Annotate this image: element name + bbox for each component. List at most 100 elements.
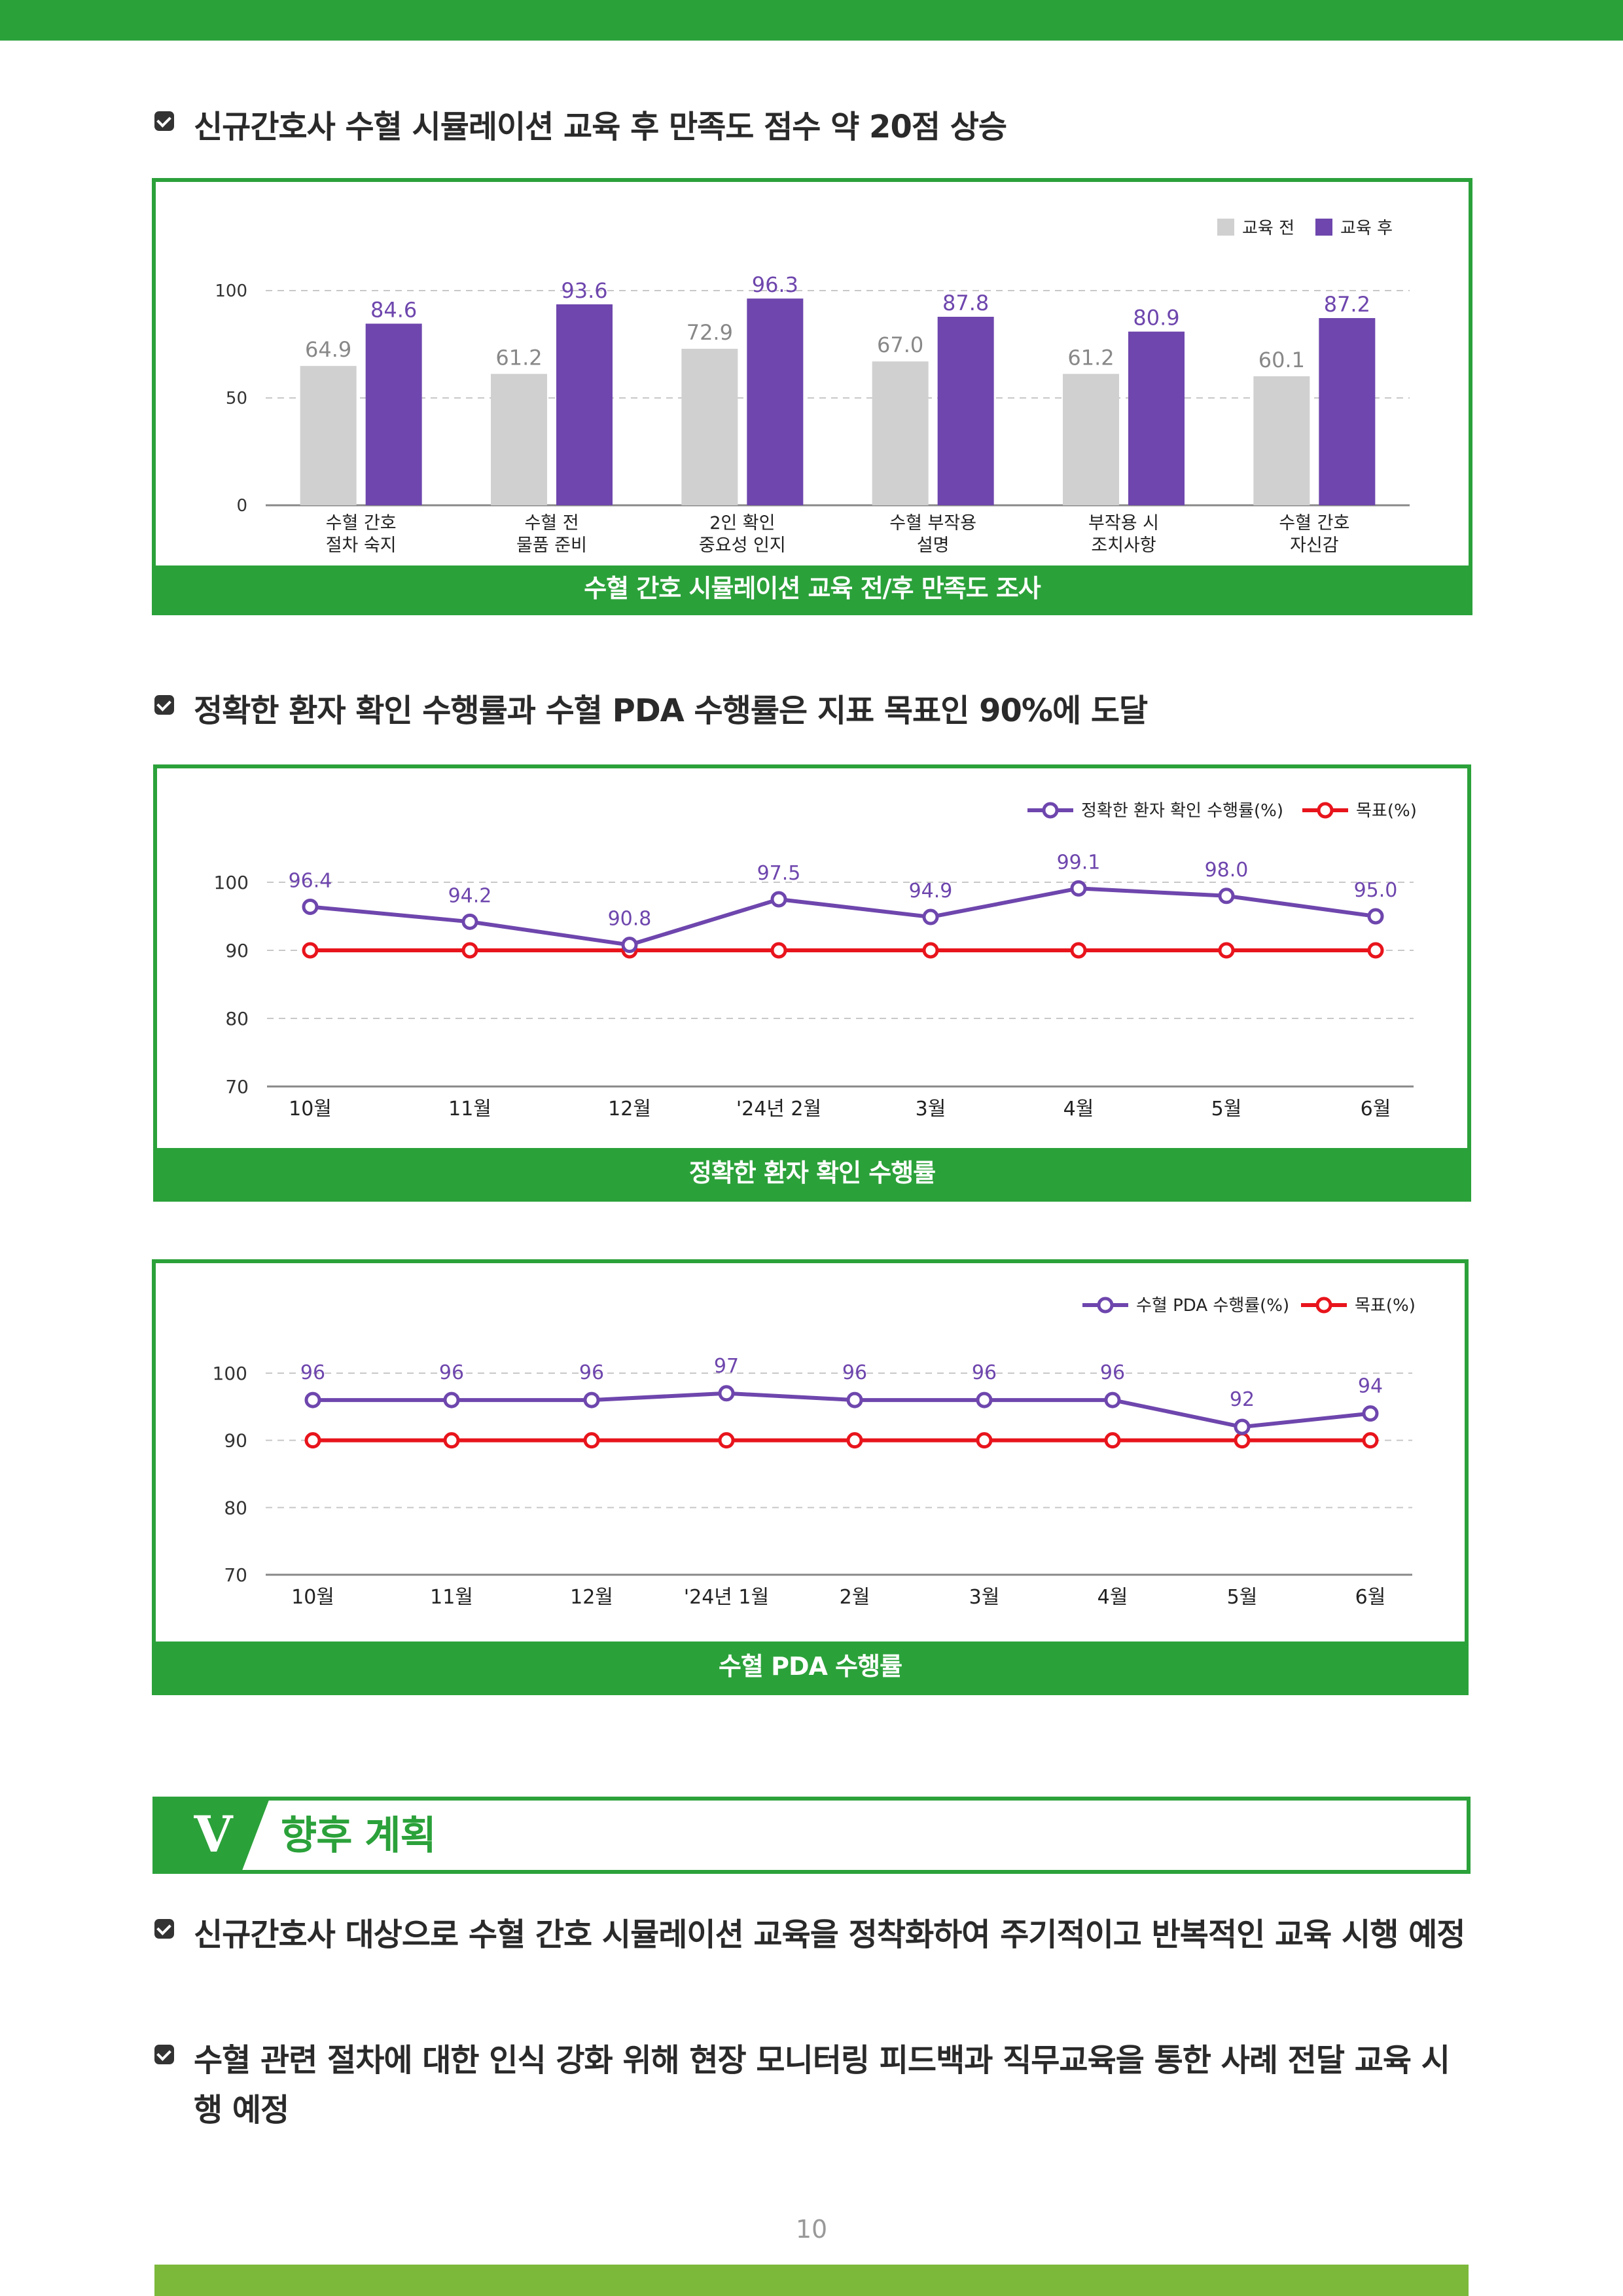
bar-value-label: 87.2 xyxy=(1324,292,1370,317)
data-value-label: 97 xyxy=(714,1355,739,1378)
data-point-target xyxy=(922,942,939,959)
x-category-label: '24년 2월 xyxy=(736,1098,821,1121)
legend-swatch xyxy=(1315,219,1332,236)
x-category-label: 10월 xyxy=(291,1586,334,1609)
x-category-label: 수혈 부작용 xyxy=(889,513,976,533)
bullet-text: 신규간호사 대상으로 수혈 간호 시뮬레이션 교육을 정착화하여 주기적이고 반… xyxy=(194,1916,1465,1953)
x-category-label: 중요성 인지 xyxy=(699,535,786,556)
x-category-label: 3월 xyxy=(916,1098,946,1121)
data-point-target xyxy=(583,1432,600,1449)
bar-value-label: 93.6 xyxy=(561,278,607,303)
data-value-label: 97.5 xyxy=(757,862,801,885)
x-category-label: 4월 xyxy=(1063,1098,1094,1121)
data-value-label: 92 xyxy=(1230,1388,1255,1411)
data-point-actual xyxy=(1362,1405,1379,1422)
x-category-label: 11월 xyxy=(448,1098,491,1121)
bar-before xyxy=(300,366,357,505)
bar-value-label: 96.3 xyxy=(752,272,798,297)
bar-value-label: 72.9 xyxy=(687,320,733,345)
data-point-target xyxy=(1104,1432,1121,1449)
legend-marker xyxy=(1317,802,1334,819)
page-number: 10 xyxy=(795,2215,828,2244)
legend-label: 수혈 PDA 수행률(%) xyxy=(1136,1296,1289,1316)
checkbox-icon xyxy=(154,695,174,715)
patient-id-line-chart: 70 80 90 100 10월 11월 12월 '24년 2월 3월 4월 5월 6월 96.4 94.… xyxy=(153,764,1471,1202)
bar-value-label: 87.8 xyxy=(942,291,989,315)
bar-value-label: 64.9 xyxy=(305,337,351,362)
bottom-accent-bar xyxy=(154,2265,1469,2296)
bar-after xyxy=(365,323,422,505)
x-category-label: 4월 xyxy=(1097,1586,1128,1609)
x-category-label: '24년 1월 xyxy=(684,1586,769,1609)
legend-label: 목표(%) xyxy=(1355,1296,1416,1316)
x-category-label: 11월 xyxy=(430,1586,473,1609)
y-tick-label: 70 xyxy=(224,1564,247,1586)
data-point-target xyxy=(443,1432,460,1449)
data-point-target xyxy=(1070,942,1087,959)
y-tick-label: 100 xyxy=(214,872,249,893)
data-point-actual xyxy=(583,1391,600,1408)
data-point-actual xyxy=(1218,888,1235,905)
bar-value-label: 60.1 xyxy=(1258,348,1305,372)
legend-label: 정확한 환자 확인 수행률(%) xyxy=(1081,801,1283,821)
heading-performance: 정확한 환자 확인 수행률과 수혈 PDA 수행률은 지표 목표인 90%에 도… xyxy=(154,686,1148,736)
bar-before xyxy=(681,348,738,505)
line-chart-svg: 70 80 90 100 10월 11월 12월 '24년 2월 3월 4월 5월 6월 96.4 94.… xyxy=(214,801,1417,1121)
data-point-actual xyxy=(770,891,787,908)
bar-value-label: 80.9 xyxy=(1133,306,1179,331)
data-point-actual xyxy=(846,1391,863,1408)
data-value-label: 96 xyxy=(579,1361,604,1384)
data-point-target xyxy=(304,1432,321,1449)
bar-after xyxy=(1319,317,1376,505)
data-point-target xyxy=(1362,1432,1379,1449)
plan-bullet-1: 신규간호사 대상으로 수혈 간호 시뮬레이션 교육을 정착화하여 주기적이고 반… xyxy=(154,1910,1470,1960)
x-category-label: 조치사항 xyxy=(1091,535,1156,556)
data-point-actual xyxy=(302,898,319,915)
data-value-label: 94.9 xyxy=(909,880,953,903)
x-category-label: 3월 xyxy=(969,1586,1000,1609)
data-point-actual xyxy=(1070,880,1087,897)
data-value-label: 99.1 xyxy=(1057,851,1101,874)
section-header: V 향후 계획 xyxy=(152,1797,1471,1874)
data-value-label: 96 xyxy=(300,1361,325,1384)
legend-swatch xyxy=(1217,219,1234,236)
data-value-label: 96 xyxy=(842,1361,867,1384)
data-point-actual xyxy=(1234,1418,1251,1435)
heading-satisfaction: 신규간호사 수혈 시뮬레이션 교육 후 만족도 점수 약 20점 상승 xyxy=(154,102,1007,152)
x-category-label: 수혈 간호 xyxy=(326,513,397,533)
data-point-target xyxy=(1367,942,1384,959)
legend-label: 교육 전 xyxy=(1242,219,1294,238)
y-tick-label: 70 xyxy=(225,1076,249,1098)
legend-marker xyxy=(1042,802,1059,819)
data-point-target xyxy=(846,1432,863,1449)
x-category-label: 12월 xyxy=(570,1586,613,1609)
x-category-label: 부작용 시 xyxy=(1088,513,1159,533)
data-point-target xyxy=(302,942,319,959)
plan-bullet-2: 수혈 관련 절차에 대한 인식 강화 위해 현장 모니터링 피드백과 직무교육을… xyxy=(154,2036,1470,2135)
x-category-label: 12월 xyxy=(608,1098,651,1121)
legend-label: 교육 후 xyxy=(1340,219,1393,238)
y-tick-label: 50 xyxy=(226,389,247,408)
chart-caption: 수혈 간호 시뮬레이션 교육 전/후 만족도 조사 xyxy=(156,565,1469,611)
y-tick-label: 90 xyxy=(225,940,249,961)
bar-before xyxy=(1253,376,1310,505)
data-point-target xyxy=(1234,1432,1251,1449)
data-point-actual xyxy=(304,1391,321,1408)
x-category-label: 5월 xyxy=(1211,1098,1242,1121)
heading-text: 신규간호사 수혈 시뮬레이션 교육 후 만족도 점수 약 20점 상승 xyxy=(194,109,1007,145)
checkbox-icon xyxy=(154,111,174,131)
data-value-label: 98.0 xyxy=(1205,859,1249,882)
bullet-text: 수혈 관련 절차에 대한 인식 강화 위해 현장 모니터링 피드백과 직무교육을… xyxy=(194,2042,1450,2128)
data-point-actual xyxy=(976,1391,993,1408)
x-category-label: 2월 xyxy=(840,1586,870,1609)
legend-marker xyxy=(1315,1297,1332,1314)
section-number: V xyxy=(194,1805,233,1863)
y-tick-label: 100 xyxy=(215,281,247,301)
data-value-label: 95.0 xyxy=(1354,879,1398,902)
y-tick-label: 90 xyxy=(224,1430,247,1452)
data-point-actual xyxy=(718,1385,735,1402)
bar-value-label: 67.0 xyxy=(877,332,923,357)
data-value-label: 94 xyxy=(1358,1375,1383,1398)
heading-text: 정확한 환자 확인 수행률과 수혈 PDA 수행률은 지표 목표인 90%에 도… xyxy=(194,692,1148,729)
